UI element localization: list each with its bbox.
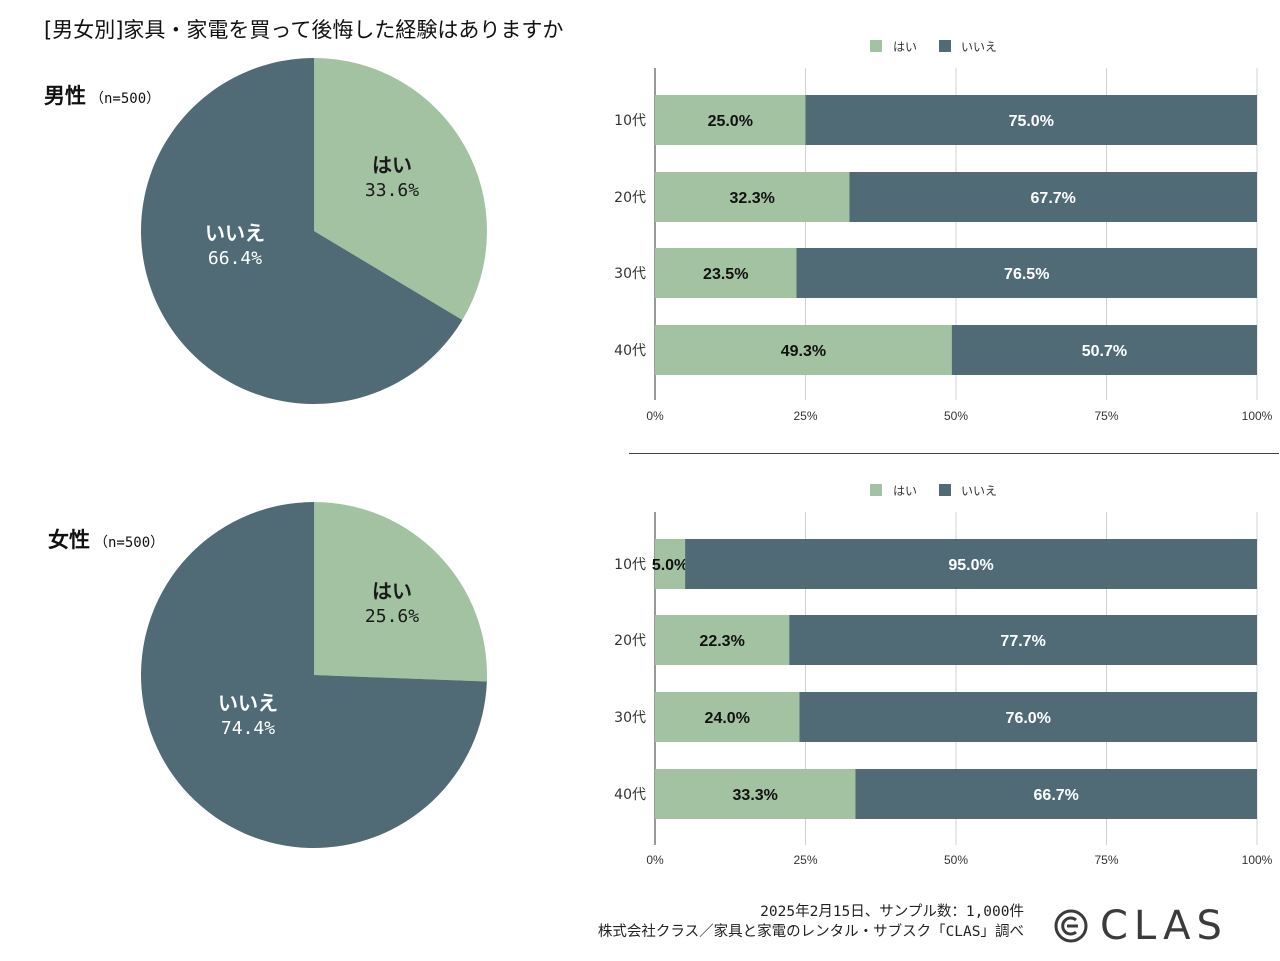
male-bar-data-label-yes: 32.3% [730,190,775,207]
female-pie-label-yes: はい [372,579,412,603]
male-x-tick-label: 50% [944,409,968,423]
footer-date-sample: 2025年2月15日、サンプル数：1,000件 [760,904,1024,920]
male-bar-data-label-yes: 25.0% [708,113,753,130]
male-pie-label-no: いいえ [205,221,265,245]
footer-note: 2025年2月15日、サンプル数：1,000件 株式会社クラス／家具と家電のレン… [598,902,1024,942]
male-x-tick-label: 75% [1094,409,1118,423]
male-bar-data-label-no: 76.5% [1004,266,1049,283]
female-bar-no [685,539,1257,589]
male-pie-heading: 男性 （n=500） [44,80,160,110]
female-category-label: 20代 [614,633,646,649]
male-pie-value-yes: 33.6% [365,180,419,201]
female-bar-yes [655,692,800,742]
female-bar-data-label-no: 77.7% [1000,633,1045,650]
female-pie-slice-yes [314,502,487,682]
female-bar-no [855,769,1257,819]
female-legend-swatch-yes [870,484,882,496]
male-x-tick-label: 0% [646,409,664,423]
female-category-label: 40代 [614,787,646,803]
male-category-label: 40代 [614,343,646,359]
chart-title: [男女別]家具・家電を買って後悔した経験はありますか [44,18,564,42]
section-divider [629,453,1279,454]
female-bar-data-label-yes: 33.3% [733,787,778,804]
female-bar-data-label-yes: 5.0% [652,557,688,574]
male-pie-value-no: 66.4% [208,248,262,269]
male-label: 男性 [44,84,86,108]
clas-logo-text: CLAS [1100,903,1228,949]
female-bar-no [789,615,1257,665]
female-category-label: 30代 [614,710,646,726]
clas-logo-icon [1054,909,1088,943]
male-legend-swatch-no [939,40,951,52]
male-legend-swatch-yes [870,40,882,52]
female-pie-label-no: いいえ [218,691,278,715]
clas-logo: CLAS [1054,903,1228,949]
female-pie-value-yes: 25.6% [365,606,419,627]
male-bar-data-label-yes: 23.5% [703,266,748,283]
female-pie-heading: 女性 （n=500） [48,524,164,554]
female-x-tick-label: 25% [793,853,817,867]
female-bar-yes [655,769,856,819]
female-bar-yes [655,615,790,665]
female-legend-swatch-no [939,484,951,496]
female-bar-data-label-yes: 24.0% [705,710,750,727]
male-sample-size: （n=500） [90,91,161,107]
female-bar-no [799,692,1257,742]
male-category-label: 10代 [614,113,646,129]
male-bar-yes [655,325,952,375]
male-bar-data-label-no: 50.7% [1082,343,1127,360]
male-pie-label-yes: はい [372,153,412,177]
male-pie-slice-no [140,58,463,404]
female-bar-yes [655,539,686,589]
female-label: 女性 [48,528,90,552]
male-bar-data-label-yes: 49.3% [781,343,826,360]
male-x-tick-label: 25% [793,409,817,423]
male-bar-no [805,95,1257,145]
female-pie-value-no: 74.4% [221,718,275,739]
male-bar-no [796,248,1257,298]
female-sample-size: （n=500） [94,535,165,551]
male-bar-data-label-no: 75.0% [1009,113,1054,130]
footer-source: 株式会社クラス／家具と家電のレンタル・サブスク「CLAS」調べ [597,924,1024,940]
female-x-tick-label: 100% [1242,853,1273,867]
female-legend-label-no: いいえ [961,484,997,498]
male-bar-yes [655,95,806,145]
male-category-label: 20代 [614,190,646,206]
male-category-label: 30代 [614,266,646,282]
female-bar-data-label-no: 95.0% [948,557,993,574]
male-x-tick-label: 100% [1242,409,1273,423]
male-bar-data-label-no: 67.7% [1031,190,1076,207]
female-pie-slice-no [140,502,487,848]
female-bar-data-label-no: 66.7% [1034,787,1079,804]
female-x-tick-label: 0% [646,853,664,867]
male-legend-label-yes: はい [893,40,917,54]
female-x-tick-label: 75% [1094,853,1118,867]
female-bar-data-label-no: 76.0% [1006,710,1051,727]
male-bar-no [951,325,1257,375]
female-category-label: 10代 [614,557,646,573]
male-bar-yes [655,172,850,222]
female-x-tick-label: 50% [944,853,968,867]
female-legend-label-yes: はい [893,484,917,498]
male-pie-slice-yes [314,58,487,320]
male-bar-no [849,172,1257,222]
male-bar-yes [655,248,797,298]
female-bar-data-label-yes: 22.3% [699,633,744,650]
male-legend-label-no: いいえ [961,40,997,54]
